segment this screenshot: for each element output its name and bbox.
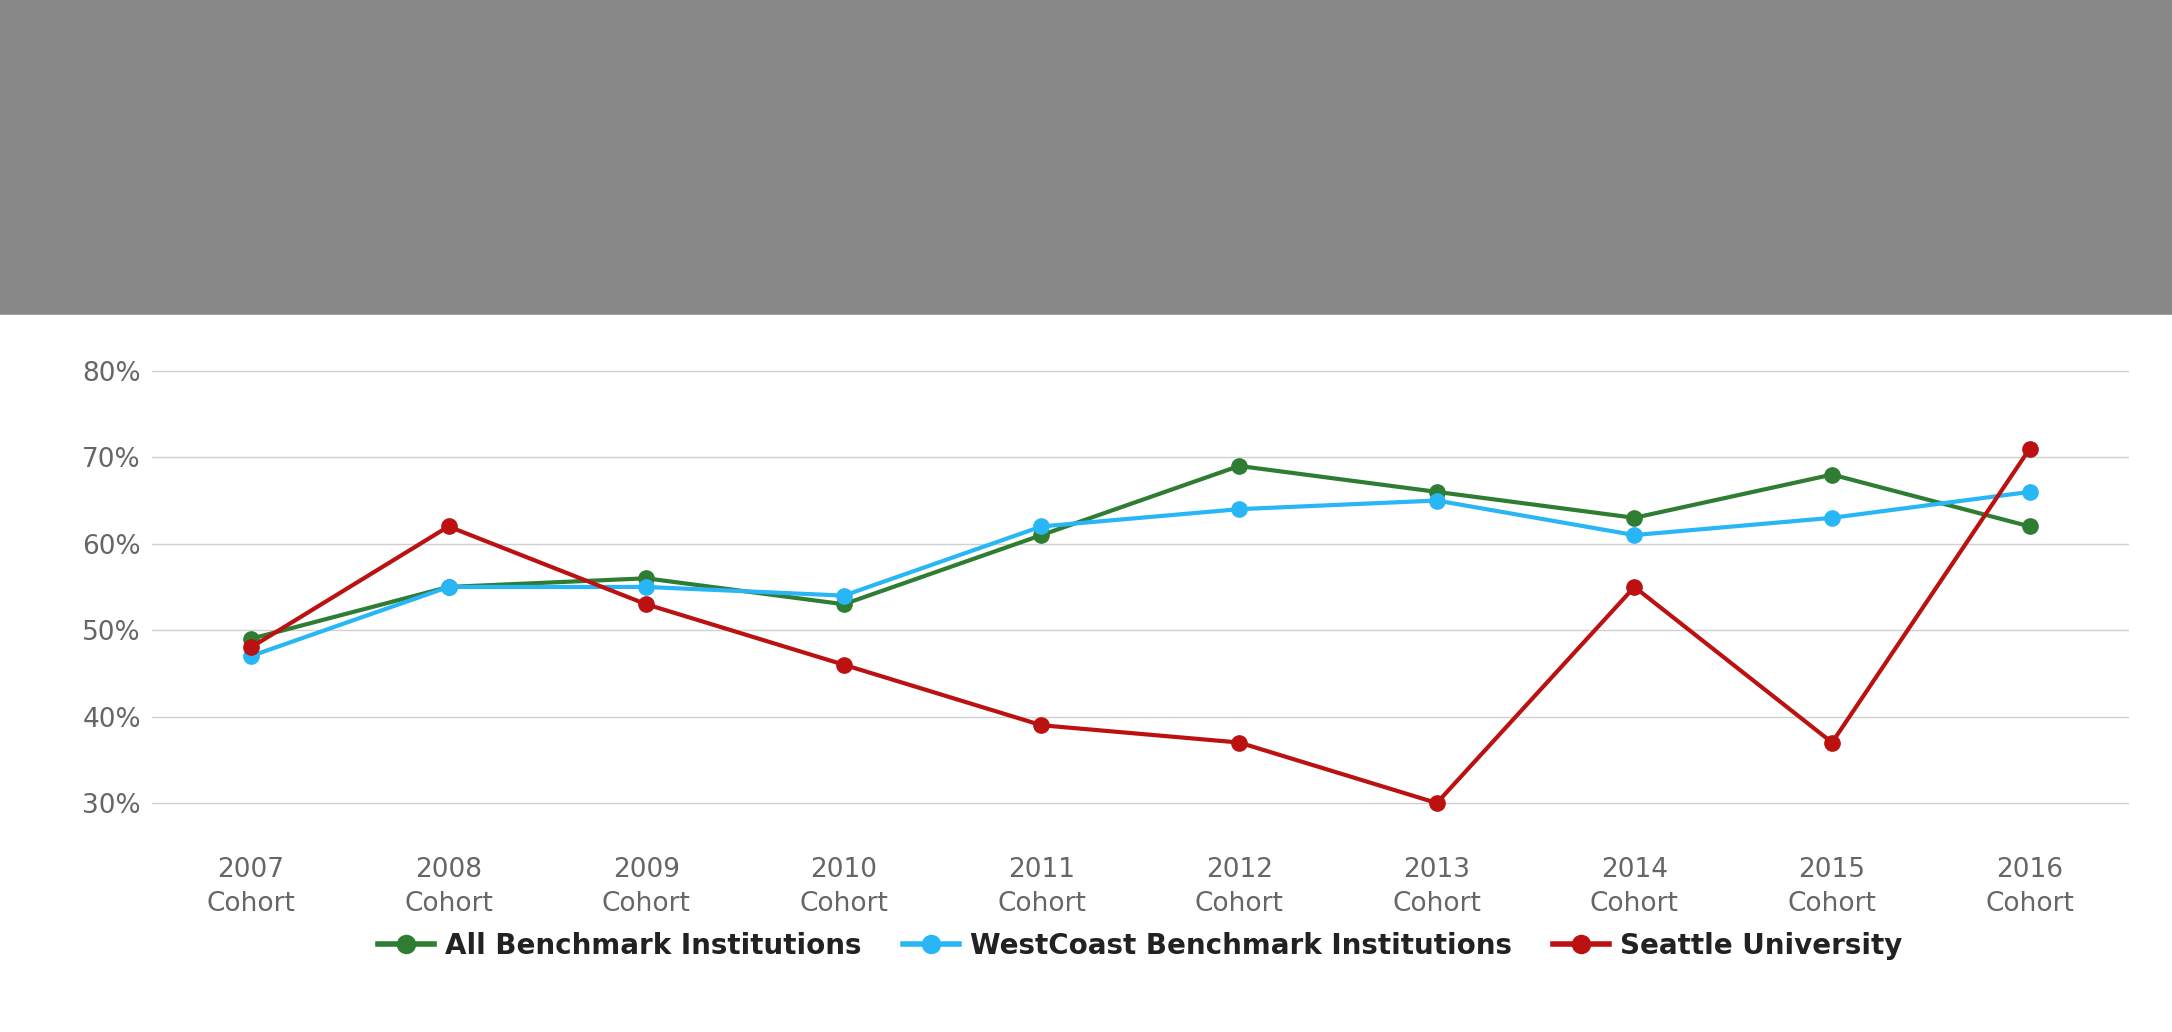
- All Benchmark Institutions: [1620, 512, 1649, 524]
- WestCoast Benchmark Institutions: [1227, 503, 1253, 515]
- Seattle University: [1820, 737, 1846, 749]
- Seattle University: [1425, 797, 1451, 809]
- Line: All Benchmark Institutions: All Benchmark Institutions: [243, 458, 2037, 646]
- WestCoast Benchmark Institutions: [832, 589, 858, 602]
- WestCoast Benchmark Institutions: [1030, 520, 1056, 533]
- All Benchmark Institutions: [832, 599, 858, 611]
- Seattle University: [434, 520, 463, 533]
- All Benchmark Institutions: [1425, 486, 1451, 498]
- WestCoast Benchmark Institutions: [239, 650, 265, 663]
- Seattle University: [2018, 443, 2044, 455]
- WestCoast Benchmark Institutions: [1425, 494, 1451, 507]
- WestCoast Benchmark Institutions: [434, 581, 463, 593]
- Legend: All Benchmark Institutions, WestCoast Benchmark Institutions, Seattle University: All Benchmark Institutions, WestCoast Be…: [367, 921, 1914, 971]
- WestCoast Benchmark Institutions: [2018, 486, 2044, 498]
- Line: WestCoast Benchmark Institutions: WestCoast Benchmark Institutions: [243, 484, 2037, 664]
- Seattle University: [239, 641, 265, 653]
- All Benchmark Institutions: [634, 572, 660, 584]
- WestCoast Benchmark Institutions: [1620, 529, 1649, 542]
- Title: 4-Year Graduation Rates - Race/Ethnicity -
Black and African American: 4-Year Graduation Rates - Race/Ethnicity…: [734, 21, 1546, 121]
- WestCoast Benchmark Institutions: [634, 581, 660, 593]
- All Benchmark Institutions: [1227, 460, 1253, 473]
- All Benchmark Institutions: [1820, 469, 1846, 481]
- All Benchmark Institutions: [2018, 520, 2044, 533]
- Line: Seattle University: Seattle University: [243, 441, 2037, 811]
- All Benchmark Institutions: [239, 633, 265, 645]
- All Benchmark Institutions: [1030, 529, 1056, 542]
- Seattle University: [1030, 719, 1056, 732]
- Seattle University: [1620, 581, 1649, 593]
- Seattle University: [634, 599, 660, 611]
- Seattle University: [1227, 737, 1253, 749]
- WestCoast Benchmark Institutions: [1820, 512, 1846, 524]
- All Benchmark Institutions: [434, 581, 463, 593]
- Seattle University: [832, 658, 858, 671]
